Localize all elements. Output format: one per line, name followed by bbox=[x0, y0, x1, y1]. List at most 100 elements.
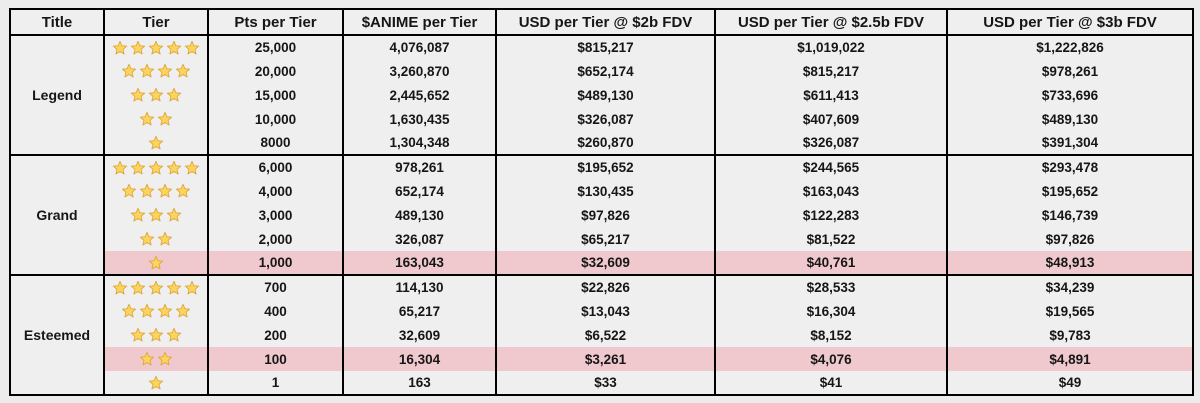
cell-usd-3b: $19,565 bbox=[946, 299, 1194, 323]
star-icon bbox=[130, 327, 146, 342]
cell-anime: 4,076,087 bbox=[342, 34, 497, 59]
cell-anime: 32,609 bbox=[342, 323, 497, 347]
cell-usd-3b: $195,652 bbox=[946, 179, 1194, 203]
table-row: 200 32,609 $6,522 $8,152 $9,783 bbox=[10, 323, 1194, 347]
tier-stars-5 bbox=[103, 34, 209, 59]
table-row: Grand 6,000 978,261 $195,652 $244,565 $293,47… bbox=[9, 154, 1194, 275]
table-row: 15,000 2,445,652 $489,130 $611,413 $733,696 bbox=[10, 83, 1194, 107]
cell-anime: 65,217 bbox=[342, 299, 497, 323]
star-icon bbox=[130, 87, 146, 102]
star-icon bbox=[148, 87, 164, 102]
cell-pts: 8000 bbox=[207, 131, 344, 155]
cell-usd-2-5b: $4,076 bbox=[714, 347, 948, 371]
cell-usd-3b: $733,696 bbox=[946, 83, 1194, 107]
cell-usd-3b: $293,478 bbox=[946, 154, 1194, 179]
cell-pts: 15,000 bbox=[207, 83, 344, 107]
cell-usd-2-5b: $16,304 bbox=[714, 299, 948, 323]
tier-stars-5 bbox=[103, 274, 209, 299]
cell-usd-3b: $978,261 bbox=[946, 59, 1194, 83]
tier-stars-4 bbox=[103, 59, 209, 83]
table-row: 1,000 163,043 $32,609 $40,761 $48,913 bbox=[10, 251, 1194, 275]
tier-stars-1 bbox=[103, 251, 209, 275]
star-icon bbox=[130, 40, 146, 54]
star-icon bbox=[148, 40, 164, 54]
cell-usd-2b: $130,435 bbox=[495, 179, 716, 203]
cell-anime: 1,304,348 bbox=[342, 131, 497, 155]
cell-usd-3b: $146,739 bbox=[946, 203, 1194, 227]
star-icon bbox=[139, 231, 155, 246]
table-row: 400 65,217 $13,043 $16,304 $19,565 bbox=[10, 299, 1194, 323]
cell-pts: 3,000 bbox=[207, 203, 344, 227]
star-icon bbox=[148, 135, 164, 149]
star-icon bbox=[166, 160, 182, 174]
tier-stars-2 bbox=[103, 347, 209, 371]
star-icon bbox=[166, 327, 182, 342]
star-icon bbox=[157, 351, 173, 366]
cell-usd-2b: $13,043 bbox=[495, 299, 716, 323]
table-row: 10,000 1,630,435 $326,087 $407,609 $489,130 bbox=[10, 107, 1194, 131]
star-icon bbox=[121, 183, 137, 198]
group-title-esteemed: Esteemed bbox=[9, 274, 105, 395]
cell-usd-3b: $34,239 bbox=[946, 274, 1194, 299]
star-icon bbox=[148, 327, 164, 342]
star-icon bbox=[166, 207, 182, 222]
star-icon bbox=[157, 111, 173, 126]
cell-usd-2-5b: $1,019,022 bbox=[714, 34, 948, 59]
table-row: 3,000 489,130 $97,826 $122,283 $146,739 bbox=[10, 203, 1194, 227]
table-row: Legend 25,000 4,076,087 $815,217 $1,019,022 $… bbox=[9, 34, 1194, 155]
col-header-usd-3b: USD per Tier @ $3b FDV bbox=[946, 9, 1194, 36]
star-icon bbox=[130, 207, 146, 222]
star-icon bbox=[166, 280, 182, 294]
star-icon bbox=[175, 303, 191, 318]
tier-stars-5 bbox=[103, 154, 209, 179]
cell-usd-3b: $97,826 bbox=[946, 227, 1194, 251]
cell-usd-2-5b: $163,043 bbox=[714, 179, 948, 203]
cell-usd-2b: $32,609 bbox=[495, 251, 716, 275]
tier-stars-1 bbox=[103, 131, 209, 155]
cell-anime: 3,260,870 bbox=[342, 59, 497, 83]
tier-stars-3 bbox=[103, 323, 209, 347]
cell-usd-2b: $22,826 bbox=[495, 274, 716, 299]
cell-anime: 16,304 bbox=[342, 347, 497, 371]
cell-usd-2b: $652,174 bbox=[495, 59, 716, 83]
cell-usd-3b: $48,913 bbox=[946, 251, 1194, 275]
cell-anime: 1,630,435 bbox=[342, 107, 497, 131]
table-row: 8000 1,304,348 $260,870 $326,087 $391,304 bbox=[10, 131, 1194, 155]
table-row: 2,000 326,087 $65,217 $81,522 $97,826 bbox=[10, 227, 1194, 251]
col-header-anime: $ANIME per Tier bbox=[342, 9, 497, 36]
cell-usd-2-5b: $122,283 bbox=[714, 203, 948, 227]
cell-usd-2b: $815,217 bbox=[495, 34, 716, 59]
cell-anime: 114,130 bbox=[342, 274, 497, 299]
star-icon bbox=[148, 207, 164, 222]
cell-anime: 978,261 bbox=[342, 154, 497, 179]
cell-usd-2-5b: $28,533 bbox=[714, 274, 948, 299]
cell-pts: 1,000 bbox=[207, 251, 344, 275]
star-icon bbox=[157, 303, 173, 318]
star-icon bbox=[139, 63, 155, 78]
cell-pts: 200 bbox=[207, 323, 344, 347]
cell-usd-2-5b: $244,565 bbox=[714, 154, 948, 179]
tier-stars-4 bbox=[103, 179, 209, 203]
star-icon bbox=[112, 160, 128, 174]
cell-pts: 20,000 bbox=[207, 59, 344, 83]
tier-stars-2 bbox=[103, 227, 209, 251]
table-row: Esteemed 700 114,130 $22,826 $28,533 $34,239 bbox=[9, 274, 1194, 395]
cell-pts: 4,000 bbox=[207, 179, 344, 203]
cell-pts: 100 bbox=[207, 347, 344, 371]
table-row: 4,000 652,174 $130,435 $163,043 $195,652 bbox=[10, 179, 1194, 203]
cell-usd-2-5b: $815,217 bbox=[714, 59, 948, 83]
cell-usd-2-5b: $407,609 bbox=[714, 107, 948, 131]
cell-pts: 700 bbox=[207, 274, 344, 299]
tier-stars-3 bbox=[103, 203, 209, 227]
star-icon bbox=[130, 280, 146, 294]
star-icon bbox=[157, 63, 173, 78]
cell-usd-2b: $6,522 bbox=[495, 323, 716, 347]
cell-pts: 2,000 bbox=[207, 227, 344, 251]
col-header-tier: Tier bbox=[103, 9, 209, 36]
table-row: 20,000 3,260,870 $652,174 $815,217 $978,261 bbox=[10, 59, 1194, 83]
star-icon bbox=[148, 160, 164, 174]
cell-usd-2-5b: $40,761 bbox=[714, 251, 948, 275]
cell-anime: 489,130 bbox=[342, 203, 497, 227]
cell-usd-2-5b: $41 bbox=[714, 371, 948, 395]
